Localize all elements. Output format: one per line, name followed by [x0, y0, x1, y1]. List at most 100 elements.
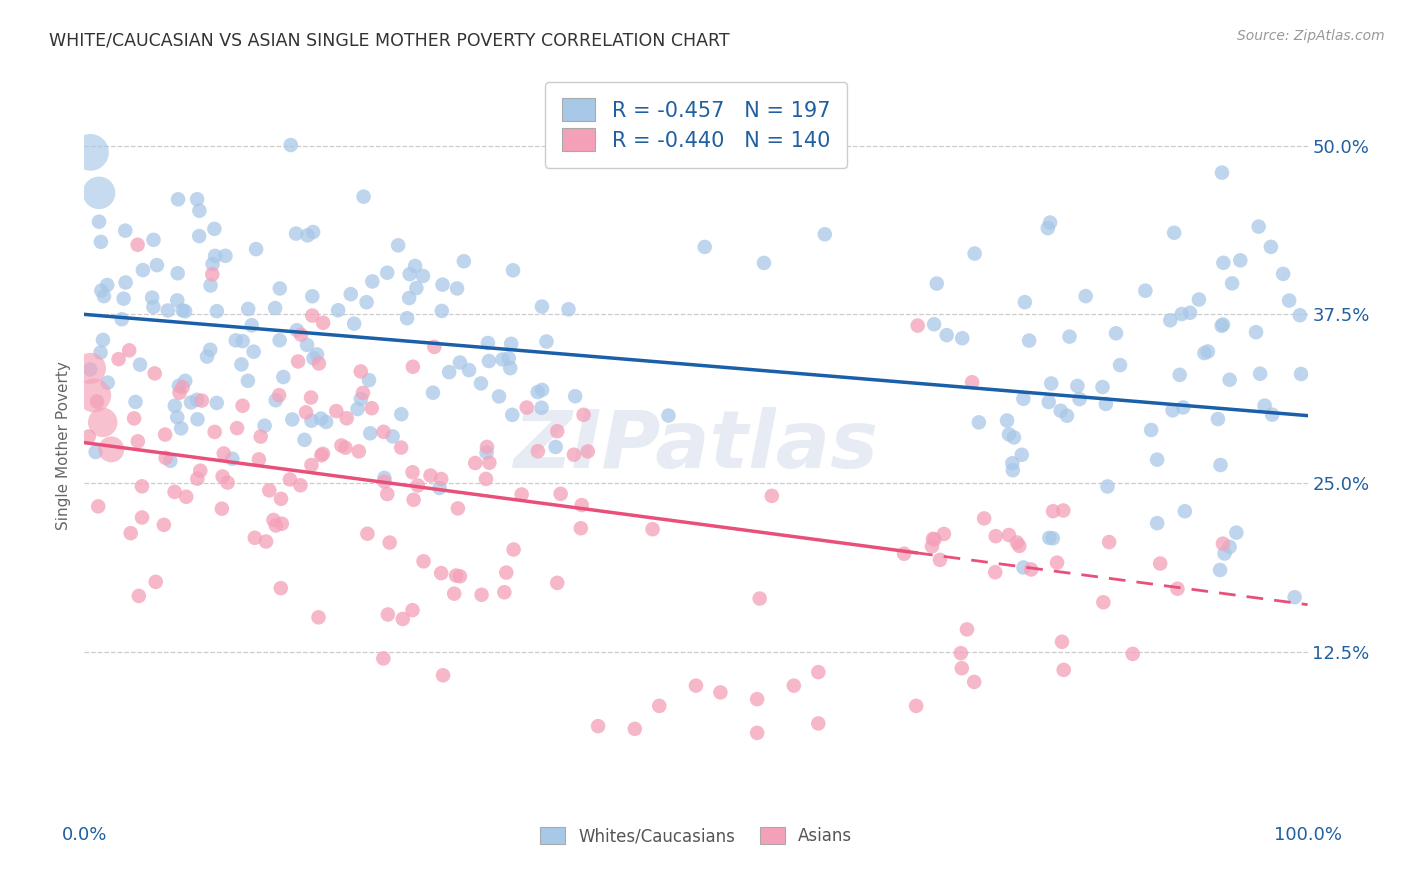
Point — [544, 440, 567, 454]
Point — [449, 355, 471, 369]
Point — [1056, 409, 1078, 423]
Point — [1012, 392, 1035, 406]
Point — [1213, 547, 1236, 561]
Point — [295, 338, 318, 352]
Point — [1284, 591, 1306, 605]
Point — [174, 490, 197, 504]
Point — [998, 427, 1021, 442]
Point — [398, 291, 420, 305]
Point — [569, 521, 592, 535]
Point — [1149, 557, 1171, 571]
Point — [527, 444, 550, 458]
Text: Source: ZipAtlas.com: Source: ZipAtlas.com — [1237, 29, 1385, 43]
Point — [122, 411, 145, 425]
Point — [516, 401, 538, 415]
Point — [84, 445, 107, 459]
Point — [264, 393, 287, 408]
Point — [398, 267, 420, 281]
Point — [118, 343, 141, 358]
Point — [1140, 423, 1163, 437]
Point — [312, 447, 335, 461]
Point — [1219, 373, 1241, 387]
Point — [444, 568, 467, 582]
Point — [536, 334, 558, 349]
Point — [747, 726, 769, 740]
Point — [430, 472, 453, 486]
Point — [1173, 401, 1195, 415]
Point — [956, 623, 979, 637]
Point — [153, 517, 176, 532]
Point — [247, 452, 270, 467]
Point — [761, 489, 783, 503]
Point — [278, 473, 301, 487]
Point — [443, 587, 465, 601]
Point — [1278, 293, 1301, 308]
Point — [1253, 399, 1275, 413]
Point — [163, 484, 186, 499]
Point — [295, 405, 318, 419]
Point — [166, 410, 188, 425]
Point — [287, 354, 309, 368]
Point — [648, 698, 671, 713]
Point — [1066, 379, 1088, 393]
Point — [526, 385, 548, 400]
Point — [995, 413, 1018, 427]
Point — [361, 275, 384, 289]
Point — [188, 203, 211, 218]
Point — [249, 429, 271, 443]
Point — [546, 424, 568, 438]
Point — [77, 429, 100, 443]
Point — [562, 448, 585, 462]
Point — [281, 412, 304, 426]
Point — [180, 395, 202, 409]
Point — [921, 539, 943, 553]
Text: WHITE/CAUCASIAN VS ASIAN SINGLE MOTHER POVERTY CORRELATION CHART: WHITE/CAUCASIAN VS ASIAN SINGLE MOTHER P… — [49, 31, 730, 49]
Point — [1166, 582, 1188, 596]
Point — [375, 487, 398, 501]
Point — [984, 529, 1007, 543]
Point — [280, 138, 302, 153]
Point — [922, 532, 945, 546]
Y-axis label: Single Mother Poverty: Single Mother Poverty — [56, 361, 72, 531]
Point — [1052, 503, 1074, 517]
Point — [254, 534, 277, 549]
Point — [1059, 329, 1081, 343]
Point — [311, 448, 333, 462]
Point — [253, 418, 276, 433]
Point — [475, 440, 498, 454]
Point — [1209, 563, 1232, 577]
Point — [973, 511, 995, 525]
Point — [262, 513, 284, 527]
Point — [87, 186, 110, 200]
Point — [290, 478, 312, 492]
Point — [381, 429, 404, 443]
Point — [231, 357, 253, 371]
Point — [328, 303, 350, 318]
Point — [305, 347, 328, 361]
Point — [495, 566, 517, 580]
Point — [1122, 647, 1144, 661]
Point — [935, 328, 957, 343]
Point — [748, 591, 770, 606]
Point — [401, 465, 423, 479]
Point — [217, 475, 239, 490]
Point — [389, 441, 412, 455]
Point — [236, 374, 259, 388]
Point — [1289, 367, 1312, 381]
Point — [1260, 240, 1282, 254]
Point — [270, 491, 292, 506]
Point — [471, 588, 494, 602]
Point — [302, 225, 325, 239]
Point — [155, 450, 177, 465]
Point — [1146, 452, 1168, 467]
Point — [477, 336, 499, 351]
Point — [146, 258, 169, 272]
Point — [429, 481, 451, 495]
Point — [1135, 284, 1157, 298]
Point — [166, 266, 188, 280]
Point — [1092, 595, 1115, 609]
Point — [1050, 634, 1073, 648]
Point — [437, 365, 460, 379]
Point — [330, 438, 353, 452]
Point — [96, 278, 118, 293]
